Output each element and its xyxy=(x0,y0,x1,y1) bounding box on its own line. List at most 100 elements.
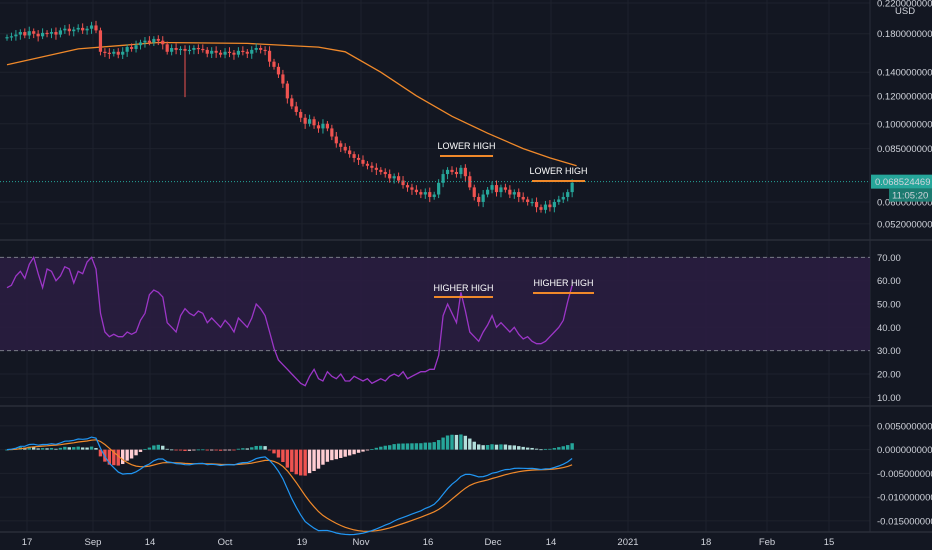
macd-histogram-bar xyxy=(201,449,205,451)
x-tick-label: 14 xyxy=(546,537,557,548)
candle-body xyxy=(534,201,539,208)
candle-body xyxy=(352,154,356,158)
macd-histogram-bar xyxy=(370,449,374,450)
candle-body xyxy=(405,185,410,188)
candle-body xyxy=(388,174,392,179)
x-tick-label: 19 xyxy=(297,537,308,548)
candle-body xyxy=(499,187,503,193)
macd-histogram-bar xyxy=(254,445,258,450)
candle-body xyxy=(223,51,227,55)
macd-histogram-bar xyxy=(290,449,294,472)
candle-body xyxy=(316,125,321,129)
macd-histogram-bar xyxy=(54,448,58,450)
macd-histogram-bar xyxy=(72,447,76,450)
lower-high-label: LOWER HIGH xyxy=(529,166,587,176)
candle-body xyxy=(267,50,272,62)
macd-histogram-bar xyxy=(485,444,490,450)
macd-histogram-bar xyxy=(272,449,276,454)
macd-histogram-bar xyxy=(401,443,405,450)
last-price-badge xyxy=(871,174,932,189)
macd-histogram-bar xyxy=(392,444,396,450)
candle-body xyxy=(472,187,476,197)
candle-body xyxy=(552,201,556,208)
higher-high-label: HIGHER HIGH xyxy=(533,278,593,288)
macd-histogram-bar xyxy=(477,444,481,450)
candle-body xyxy=(67,28,71,32)
candle-body xyxy=(121,51,125,55)
candle-body xyxy=(330,128,334,137)
macd-histogram-bar xyxy=(40,448,45,450)
macd-histogram-bar xyxy=(543,448,548,450)
candle-body xyxy=(339,143,343,147)
macd-histogram-bar xyxy=(245,448,249,450)
candle-body xyxy=(23,32,27,36)
macd-histogram-bar xyxy=(459,434,463,450)
candle-body xyxy=(178,48,183,51)
macd-histogram-bar xyxy=(432,442,436,450)
macd-histogram-bar xyxy=(405,443,410,450)
candle-body xyxy=(125,47,129,52)
macd-y-tick-label: -0.005000000 xyxy=(877,469,932,480)
macd-histogram-bar xyxy=(561,446,565,450)
macd-histogram-bar xyxy=(423,442,427,450)
macd-histogram-bar xyxy=(512,445,516,450)
candle-body xyxy=(236,50,240,55)
candle-body xyxy=(170,47,174,52)
candle-body xyxy=(481,194,485,202)
candle-body xyxy=(49,32,54,34)
higher-high-label: HIGHER HIGH xyxy=(433,283,493,293)
macd-histogram-bar xyxy=(121,449,125,465)
macd-histogram-bar xyxy=(165,448,169,450)
candle-body xyxy=(58,30,62,35)
candle-body xyxy=(356,157,361,160)
macd-histogram-bar xyxy=(330,449,334,461)
macd-histogram-bar xyxy=(49,447,54,450)
macd-histogram-bar xyxy=(258,445,263,450)
macd-histogram-bar xyxy=(63,446,67,450)
candles xyxy=(5,20,574,214)
macd-histogram-bar xyxy=(281,449,285,462)
candle-body xyxy=(156,38,160,41)
candle-body xyxy=(445,169,450,175)
candle-body xyxy=(196,47,200,50)
macd-histogram-bar xyxy=(125,449,129,461)
x-tick-label: 15 xyxy=(824,537,835,548)
candle-body xyxy=(245,51,249,54)
candle-body xyxy=(566,192,570,197)
candle-body xyxy=(36,33,40,37)
macd-histogram-bar xyxy=(112,449,116,466)
macd-histogram-bar xyxy=(250,447,254,450)
candle-body xyxy=(383,171,387,175)
macd-histogram-bar xyxy=(450,434,454,450)
macd-histogram-bar xyxy=(441,437,445,450)
macd-histogram-bar xyxy=(517,446,521,450)
price-y-tick-label: 0.052000000 xyxy=(877,219,932,230)
macd-line xyxy=(6,436,573,536)
macd-histogram-bar xyxy=(76,446,80,450)
candle-body xyxy=(517,192,521,197)
macd-histogram-bar xyxy=(490,444,494,450)
macd-histogram-bar xyxy=(521,446,525,450)
macd-histogram-bar xyxy=(67,447,71,450)
price-y-tick-label: 0.120000000 xyxy=(877,91,932,102)
candle-body xyxy=(276,66,281,75)
macd-histogram-bar xyxy=(499,444,503,450)
candle-body xyxy=(76,27,80,30)
macd-histogram-bar xyxy=(178,449,183,451)
candle-body xyxy=(303,117,307,124)
macd-histogram-bar xyxy=(183,449,187,451)
macd-histogram-bar xyxy=(174,449,178,451)
macd-histogram-bar xyxy=(205,449,209,451)
macd-histogram-bar xyxy=(210,449,214,451)
macd-histogram-bar xyxy=(352,449,356,455)
macd-histogram-bar xyxy=(94,448,98,450)
macd-histogram-bar xyxy=(334,449,338,460)
candle-body xyxy=(174,47,178,50)
candle-body xyxy=(54,32,58,35)
macd-histogram-bar xyxy=(218,449,223,451)
candle-body xyxy=(259,47,263,50)
candle-body xyxy=(401,180,405,186)
candle-body xyxy=(192,47,196,50)
macd-histogram-bar xyxy=(129,449,134,459)
